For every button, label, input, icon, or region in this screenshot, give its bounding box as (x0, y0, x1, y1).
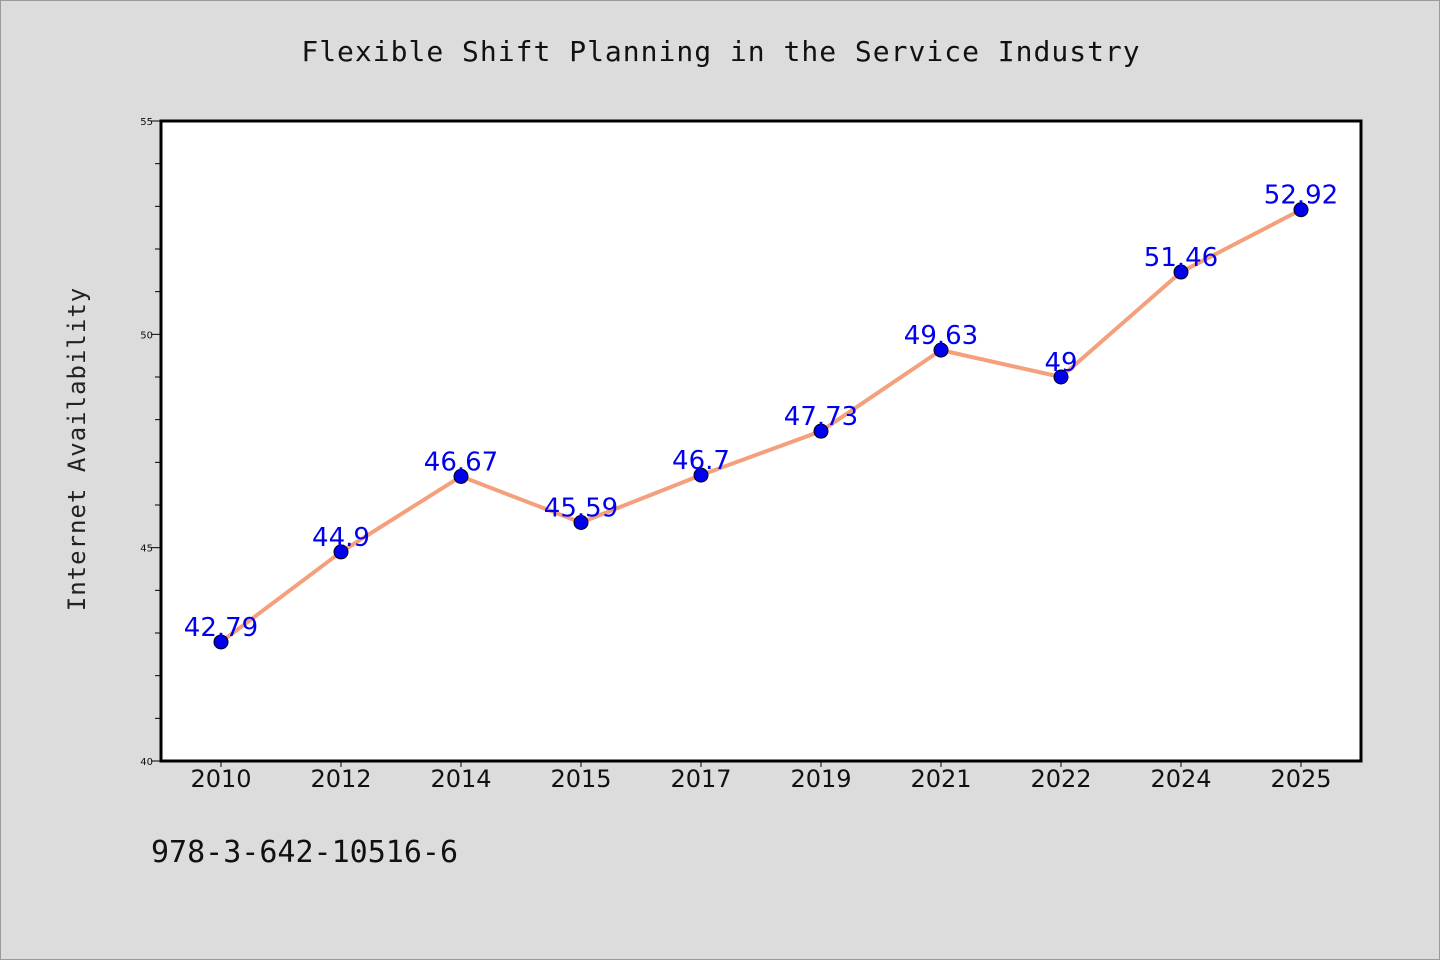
data-point (333, 544, 349, 560)
data-point (573, 514, 589, 530)
x-tick-label: 2015 (550, 765, 611, 793)
plot-area (159, 119, 1363, 763)
data-point (693, 467, 709, 483)
x-tick-label: 2021 (910, 765, 971, 793)
chart-title: Flexible Shift Planning in the Service I… (301, 35, 1141, 68)
x-tick-label: 2024 (1150, 765, 1211, 793)
y-tick-label: 45 (140, 544, 153, 555)
x-tick-label: 2025 (1270, 765, 1331, 793)
y-tick-label: 55 (140, 117, 153, 128)
data-label: 47.73 (784, 402, 858, 432)
x-tick-label: 2010 (190, 765, 251, 793)
y-tick-label: 40 (140, 757, 153, 768)
data-label: 42.79 (184, 613, 258, 643)
data-label: 49.63 (904, 321, 978, 351)
data-point (213, 634, 229, 650)
data-label: 49 (1044, 348, 1077, 378)
data-point (453, 468, 469, 484)
data-point (933, 342, 949, 358)
data-label: 44.9 (312, 523, 370, 553)
series-line (219, 207, 1303, 644)
data-point (1173, 264, 1189, 280)
x-tick-label: 2017 (670, 765, 731, 793)
data-point (813, 423, 829, 439)
isbn-text: 978-3-642-10516-6 (151, 835, 459, 870)
data-label: 51.46 (1144, 243, 1218, 273)
data-point (1053, 369, 1069, 385)
data-label: 46.7 (672, 446, 730, 476)
data-label: 52.92 (1264, 181, 1338, 211)
data-label: 46.67 (424, 447, 498, 477)
x-tick-label: 2019 (790, 765, 851, 793)
x-tick-label: 2022 (1030, 765, 1091, 793)
data-point (1293, 202, 1309, 218)
y-tick-label: 50 (140, 330, 153, 341)
data-label: 45.59 (544, 493, 618, 523)
x-tick-label: 2012 (310, 765, 371, 793)
x-tick-label: 2014 (430, 765, 491, 793)
